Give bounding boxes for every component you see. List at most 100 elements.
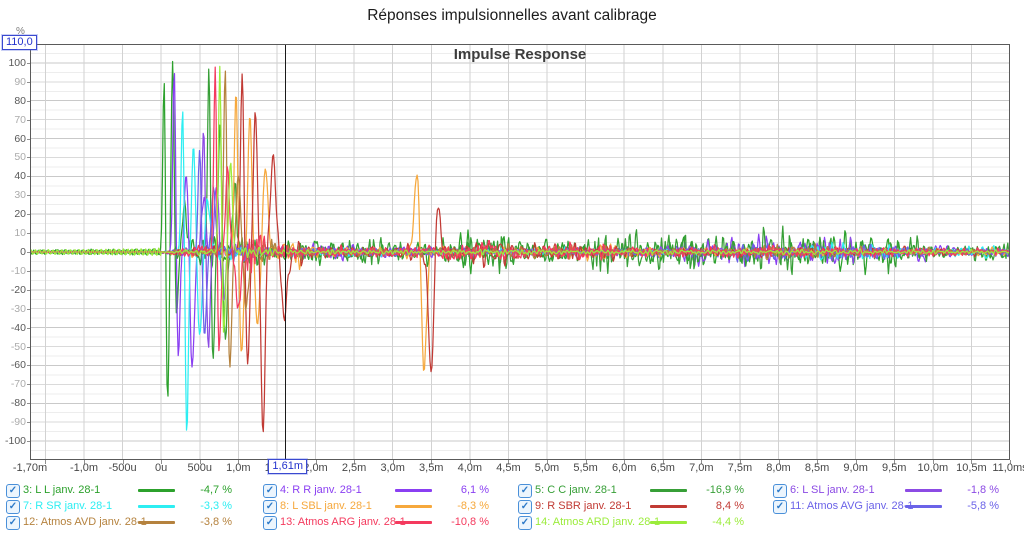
checkbox-l-l[interactable]: ✓ [6,484,20,498]
checkbox-atmos-ard[interactable]: ✓ [518,516,532,530]
legend-label-atmos-ard: 14: Atmos ARD janv. 28-1 [535,516,661,528]
legend-label-r-sr: 7: R SR janv. 28-1 [23,500,113,512]
y-tick-label: -20 [10,283,26,296]
legend-swatch-atmos-avd [138,521,175,524]
cursor-time-readout[interactable]: 1,61m [268,459,307,474]
x-tick-label: 6,0m [611,462,637,474]
checkbox-atmos-arg[interactable]: ✓ [263,516,277,530]
legend-swatch-atmos-avg [905,505,942,508]
y-tick-label: -50 [10,340,26,353]
x-tick-mark [45,460,47,464]
y-tick-mark [27,119,30,121]
x-tick-label: 9,0m [843,462,868,474]
x-tick-label: 9,5m [882,462,907,474]
legend-label-atmos-avg: 11: Atmos AVG janv. 28-1 [790,500,914,512]
x-tick-mark [662,460,664,464]
x-tick-label: 0u [155,462,168,474]
legend-item-l-sbl: ✓ 8: L SBL janv. 28-1 -8,3 % [263,500,489,514]
x-tick-mark [199,460,201,464]
x-tick-mark [161,460,163,464]
checkbox-l-sbl[interactable]: ✓ [263,500,277,514]
checkbox-r-sbr[interactable]: ✓ [518,500,532,514]
legend-percent-r-r: 6,1 % [460,484,489,496]
legend-swatch-atmos-ard [650,521,687,524]
x-tick-label: 5,5m [573,462,598,474]
x-tick-label: 3,5m [419,462,444,474]
y-tick-label: 100 [8,56,26,69]
y-tick-mark [27,327,30,329]
y-axis-max-input[interactable]: 110,0 [2,35,37,50]
legend-swatch-atmos-arg [395,521,432,524]
legend-label-l-sl: 6: L SL janv. 28-1 [790,484,875,496]
y-tick-mark [27,176,30,178]
checkbox-r-r[interactable]: ✓ [263,484,277,498]
x-tick-mark [855,460,857,464]
x-tick-mark [431,460,433,464]
x-tick-mark [392,460,394,464]
y-tick-mark [27,346,30,348]
legend-label-r-r: 4: R R janv. 28-1 [280,484,362,496]
x-tick-mark [817,460,819,464]
x-tick-mark [624,460,626,464]
legend-swatch-r-r [395,489,432,492]
legend-percent-atmos-arg: -10,8 % [451,516,489,528]
checkbox-c-c[interactable]: ✓ [518,484,532,498]
legend-percent-l-sl: -1,8 % [967,484,999,496]
x-tick-label: 7,0m [689,462,714,474]
x-tick-mark [238,460,240,464]
checkbox-atmos-avg[interactable]: ✓ [773,500,787,514]
y-tick-mark [27,403,30,405]
y-tick-mark [27,365,30,367]
y-tick-label: 40 [14,170,26,183]
legend-swatch-r-sbr [650,505,687,508]
plot-border [30,44,1010,460]
y-tick-mark [27,138,30,140]
legend-percent-r-sr: -3,3 % [200,500,232,512]
legend-percent-l-l: -4,7 % [200,484,232,496]
x-tick-label: 2,5m [341,462,367,474]
page-title: Réponses impulsionnelles avant calibrage [367,7,657,24]
y-tick-label: 10 [14,227,26,240]
x-tick-mark [508,460,510,464]
x-tick-mark [354,460,356,464]
y-tick-mark [27,289,30,291]
y-tick-label: 50 [14,151,26,164]
y-tick-mark [27,62,30,64]
checkbox-r-sr[interactable]: ✓ [6,500,20,514]
legend-swatch-l-sbl [395,505,432,508]
legend-label-r-sbr: 9: R SBR janv. 28-1 [535,500,632,512]
legend-label-l-l: 3: L L janv. 28-1 [23,484,101,496]
y-tick-label: 80 [14,94,26,107]
x-tick-label: 3,0m [380,462,405,474]
x-tick-mark [315,460,317,464]
y-tick-label: -40 [10,321,26,334]
legend-percent-c-c: -16,9 % [706,484,744,496]
x-tick-label: 500u [187,462,212,474]
legend-label-atmos-avd: 12: Atmos AVD janv. 28-1 [23,516,147,528]
y-tick-label: -90 [10,416,26,429]
x-tick-label: 5,0m [534,462,560,474]
x-tick-label: -500u [108,462,137,474]
y-tick-label: 30 [14,189,26,202]
y-tick-label: 70 [14,113,26,126]
x-tick-mark [932,460,934,464]
y-tick-label: 0 [20,246,26,258]
legend-label-atmos-arg: 13: Atmos ARG janv. 28-1 [280,516,406,528]
legend-swatch-r-sr [138,505,175,508]
y-tick-mark [27,270,30,272]
checkbox-l-sl[interactable]: ✓ [773,484,787,498]
x-tick-label: 4,0m [457,462,483,474]
trace-atmos-ard [30,65,1010,333]
impulse-response-plot[interactable] [30,44,1010,460]
x-tick-label: 8,5m [804,462,830,474]
y-tick-mark [27,308,30,310]
x-tick-label: 2,0m [303,462,328,474]
checkbox-atmos-avd[interactable]: ✓ [6,516,20,530]
y-tick-mark [27,195,30,197]
x-tick-label: 6,5m [650,462,675,474]
legend-item-atmos-ard: ✓ 14: Atmos ARD janv. 28-1 -4,4 % [518,516,744,530]
y-axis-unit-label: % [16,26,25,37]
x-tick-label: 7,5m [727,462,753,474]
legend-item-r-sbr: ✓ 9: R SBR janv. 28-1 8,4 % [518,500,744,514]
x-tick-label: 4,5m [496,462,521,474]
